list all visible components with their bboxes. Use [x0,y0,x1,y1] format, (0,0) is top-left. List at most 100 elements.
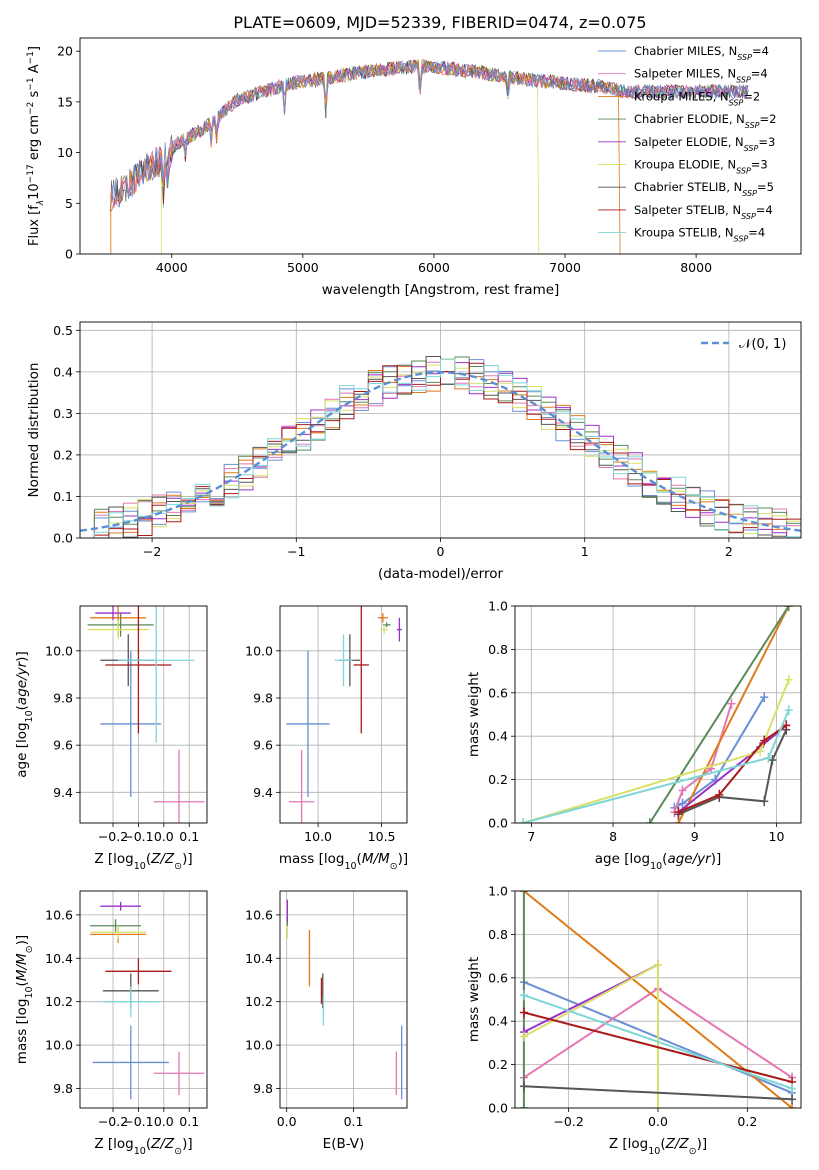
x-tick-label: 0.0 [277,1114,297,1129]
weight-line [523,1085,793,1101]
errorbar-salpeter-elodie [95,606,131,621]
x-tick-label: 8 [609,829,617,844]
weight-point [519,1103,528,1108]
plot-area [286,899,403,1100]
ticks: −0.2−0.1 0.0 0.1 9.8 10.0 10.2 10.4 10.6 [45,907,199,1129]
errorbar-salpeter-stelib [105,958,172,985]
age-vs-mass-panel: 10.0 10.5 9.4 9.6 9.8 10.0 mass [log10(M/M⊙)] [245,605,408,872]
weight-point [784,674,793,685]
y-tick-label: 0.0 [488,1101,508,1116]
weight-series-kroupa-elodie [519,959,662,1108]
x-axis-label: E(B-V) [323,1136,365,1152]
errorbar-kroupa-elodie [380,624,388,635]
weight-series-chabrier-stelib [519,1081,797,1105]
y-tick-label: 9.8 [53,1081,73,1096]
y-tick-label: 10.0 [245,643,273,658]
x-tick-label: −0.2 [553,1114,583,1129]
legend-label-kroupa-elodie: Kroupa ELODIE, NSSP=3 [634,158,768,176]
y-tick-label: 0.6 [488,970,508,985]
x-axis-label: Z [log10(Z/Z⊙)] [94,1136,192,1157]
plot-area [519,891,797,1108]
errorbar-chabrier-miles [100,650,162,798]
weight-point [788,1103,797,1108]
y-tick-label: 0.4 [488,729,508,744]
x-tick-label: 2 [725,544,733,559]
ticks: −2 −1 0 1 2 0.0 0.1 0.2 0.3 0.4 0.5 [53,323,733,559]
weight-point [782,720,791,731]
y-tick-label: 9.6 [53,738,73,753]
weight-point [678,785,687,796]
axes-frame [514,890,802,1109]
y-tick-label: 0.4 [53,364,73,379]
errorbar-kroupa-elodie [87,620,149,640]
y-tick-label: 0.3 [53,406,73,421]
axes-frame [514,605,802,824]
x-tick-label: 6000 [418,260,450,275]
y-tick-label: 0.4 [488,1014,508,1029]
weight-vs-z-panel: −0.2 0.0 0.2 0.0 0.2 0.4 0.6 0.8 1.0 Z [log10(Z/Z… [466,884,802,1157]
y-tick-label: 0.0 [53,531,73,546]
errorbar-salpeter-miles [153,1051,205,1095]
weight-series-kroupa-stelib [519,990,797,1094]
weight-point [654,1103,662,1108]
weight-line [523,1011,793,1083]
weight-series-salpeter-miles [670,698,736,818]
x-tick-label: 7000 [549,260,581,275]
errorbar-salpeter-miles [288,749,315,823]
y-tick-label: 9.8 [253,690,273,705]
weight-line [523,994,793,1090]
x-tick-label: 4000 [156,260,188,275]
y-tick-label: 10.4 [245,951,273,966]
mass-vs-z-panel: −0.2−0.1 0.0 0.1 9.8 10.0 10.2 10.4 10.6 Z [log1… [14,890,208,1157]
y-axis-label: mass [log10(M/M⊙)] [14,935,35,1064]
weight-point [715,789,724,800]
x-axis-label: mass [log10(M/M⊙)] [279,851,408,872]
errorbar-salpeter-stelib [105,606,172,734]
x-axis-label: Z [log10(Z/Z⊙)] [94,851,192,872]
legend-label-chabrier-stelib: Chabrier STELIB, NSSP=5 [634,180,774,198]
y-tick-label: 0.2 [488,1057,508,1072]
y-tick-label: 5 [65,196,73,211]
weight-point [784,606,793,611]
weight-point [756,746,765,757]
x-tick-label: 5000 [287,260,319,275]
axes-frame [279,890,408,1109]
weight-series-salpeter-elodie [519,959,662,1038]
weight-point [788,1083,797,1094]
plot-area [80,356,801,538]
weight-line [673,696,766,809]
weight-series-kroupa-elodie [519,674,793,823]
y-tick-label: 10.0 [245,1038,273,1053]
x-axis-label: (data-model)/error [378,566,504,582]
legend-label-salpeter-miles: Salpeter MILES, NSSP=4 [634,67,768,85]
x-tick-label: 0.2 [737,1114,757,1129]
y-tick-label: 0.6 [488,685,508,700]
x-tick-label: −1 [287,544,305,559]
axes-frame [79,37,802,255]
x-tick-label: −0.2 [98,1114,128,1129]
weight-line [678,724,787,814]
gridlines [80,606,207,823]
y-tick-label: 10.4 [45,951,73,966]
y-tick-label: 0.8 [488,927,508,942]
y-tick-label: 15 [57,94,73,109]
weight-series-salpeter-stelib [674,720,791,818]
histogram-kroupa-stelib [80,358,801,538]
weight-point [768,755,777,766]
y-tick-label: 10.6 [45,907,73,922]
x-tick-label: 0.1 [344,1114,364,1129]
x-tick-label: 0.0 [154,1114,174,1129]
legend-label-kroupa-stelib: Kroupa STELIB, NSSP=4 [634,226,765,244]
spectrum-kroupa-miles [109,59,621,254]
errorbar-chabrier-elodie [90,919,141,933]
y-tick-label: 9.4 [253,785,273,800]
x-axis-label: Z [log10(Z/Z⊙)] [609,1136,707,1157]
residuals-panel: −2 −1 0 1 2 0.0 0.1 0.2 0.3 0.4 0.5 𝒩(0, 1) (data-mo… [26,321,802,582]
axes-frame [79,321,802,539]
x-tick-label: −0.1 [123,1114,153,1129]
weight-series-kroupa-stelib [519,705,793,823]
histogram-salpeter-stelib [80,362,801,538]
weight-point [784,705,793,716]
legend: 𝒩(0, 1) [701,337,786,352]
